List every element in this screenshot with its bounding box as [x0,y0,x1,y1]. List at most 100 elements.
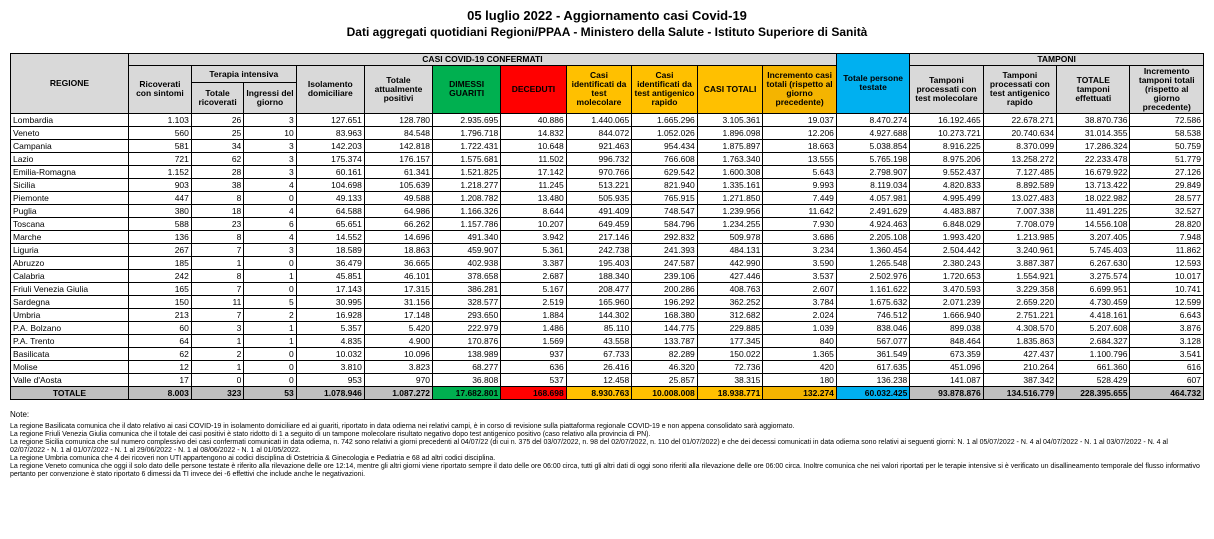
table-row: Emilia-Romagna1.15228360.16161.3411.521.… [11,165,1204,178]
total-g: 17.682.801 [433,386,501,399]
cell-ct: 362.252 [697,295,763,308]
cell-r: 588 [128,217,191,230]
cell-it: 616 [1130,360,1204,373]
cell-tr: 8 [191,230,243,243]
table-row: Basilicata622010.03210.096138.98993767.7… [11,347,1204,360]
cell-g: 138.989 [433,347,501,360]
cell-cm: 12.458 [566,373,632,386]
cell-tr: 1 [191,334,243,347]
cell-pt: 746.512 [836,308,909,321]
cell-iso: 953 [296,373,364,386]
cell-ic: 3.590 [763,256,837,269]
cell-ct: 427.446 [697,269,763,282]
cell-d: 5.167 [501,282,567,295]
cell-pt: 1.161.622 [836,282,909,295]
cell-tr: 8 [191,269,243,282]
total-row: TOTALE8.003323531.078.9461.087.27217.682… [11,386,1204,399]
cell-cm: 165.960 [566,295,632,308]
col-tamp-tot: TOTALE tamponi effettuati [1057,65,1130,113]
col-regione: REGIONE [11,54,129,114]
cell-cm: 26.416 [566,360,632,373]
region-name: Valle d'Aosta [11,373,129,386]
cell-tt: 22.233.478 [1057,152,1130,165]
cell-iso: 83.963 [296,126,364,139]
cell-tp: 105.639 [364,178,432,191]
cell-g: 1.157.786 [433,217,501,230]
cell-cm: 195.403 [566,256,632,269]
cell-tr: 28 [191,165,243,178]
cell-tt: 6.267.630 [1057,256,1130,269]
cell-g: 1.575.681 [433,152,501,165]
cell-ct: 442.990 [697,256,763,269]
cell-tm: 8.916.225 [910,139,983,152]
cell-tr: 7 [191,243,243,256]
total-pt: 60.032.425 [836,386,909,399]
total-it: 464.732 [1130,386,1204,399]
cell-ic: 19.037 [763,113,837,126]
cell-iso: 18.589 [296,243,364,256]
cell-tt: 1.100.796 [1057,347,1130,360]
table-row: Sardegna15011530.99531.156328.5772.51916… [11,295,1204,308]
col-incr-tamp: Incremento tamponi totali (rispetto al g… [1130,65,1204,113]
group-confermati: CASI COVID-19 CONFERMATI [128,54,836,66]
cell-cm: 513.221 [566,178,632,191]
region-name: Abruzzo [11,256,129,269]
total-label: TOTALE [11,386,129,399]
cell-tt: 38.870.736 [1057,113,1130,126]
total-tr: 323 [191,386,243,399]
cell-it: 10.741 [1130,282,1204,295]
cell-r: 242 [128,269,191,282]
cell-d: 8.644 [501,204,567,217]
note-line: La regione Friuli Venezia Giulia comunic… [10,431,1204,439]
cell-tm: 8.975.206 [910,152,983,165]
cell-ta: 1.554.921 [983,269,1056,282]
cell-ta: 7.127.485 [983,165,1056,178]
cell-r: 721 [128,152,191,165]
cell-tt: 16.679.922 [1057,165,1130,178]
cell-pt: 8.119.034 [836,178,909,191]
title-line-2: Dati aggregati quotidiani Regioni/PPAA -… [10,25,1204,39]
cell-it: 72.586 [1130,113,1204,126]
cell-ca: 748.547 [632,204,698,217]
cell-tr: 2 [191,347,243,360]
cell-tr: 1 [191,360,243,373]
cell-ca: 954.434 [632,139,698,152]
cell-tt: 17.286.324 [1057,139,1130,152]
cell-ig: 1 [244,321,296,334]
table-row: Piemonte4478049.13349.5881.208.78213.480… [11,191,1204,204]
cell-d: 937 [501,347,567,360]
total-ta: 134.516.779 [983,386,1056,399]
region-name: P.A. Bolzano [11,321,129,334]
cell-ic: 3.234 [763,243,837,256]
cell-d: 537 [501,373,567,386]
cell-pt: 617.635 [836,360,909,373]
cell-ig: 3 [244,152,296,165]
cell-ct: 1.875.897 [697,139,763,152]
cell-tp: 10.096 [364,347,432,360]
table-row: Liguria2677318.58918.863459.9075.361242.… [11,243,1204,256]
cell-ca: 766.608 [632,152,698,165]
title-line-1: 05 luglio 2022 - Aggiornamento casi Covi… [10,8,1204,23]
cell-r: 1.152 [128,165,191,178]
cell-tp: 970 [364,373,432,386]
cell-g: 378.658 [433,269,501,282]
cell-tp: 46.101 [364,269,432,282]
cell-it: 28.820 [1130,217,1204,230]
cell-ic: 180 [763,373,837,386]
total-cm: 8.930.763 [566,386,632,399]
cell-g: 2.935.695 [433,113,501,126]
cell-tp: 5.420 [364,321,432,334]
cell-cm: 67.733 [566,347,632,360]
cell-d: 17.142 [501,165,567,178]
notes-header: Note: [10,410,1204,419]
cell-tm: 451.096 [910,360,983,373]
cell-ca: 247.587 [632,256,698,269]
cell-cm: 85.110 [566,321,632,334]
cell-pt: 2.491.629 [836,204,909,217]
table-row: Marche1368414.55214.696491.3403.942217.1… [11,230,1204,243]
cell-tm: 2.380.243 [910,256,983,269]
cell-ig: 0 [244,373,296,386]
col-casi-ant: Casi identificati da test antigenico rap… [632,65,698,113]
cell-ig: 3 [244,243,296,256]
cell-it: 12.599 [1130,295,1204,308]
